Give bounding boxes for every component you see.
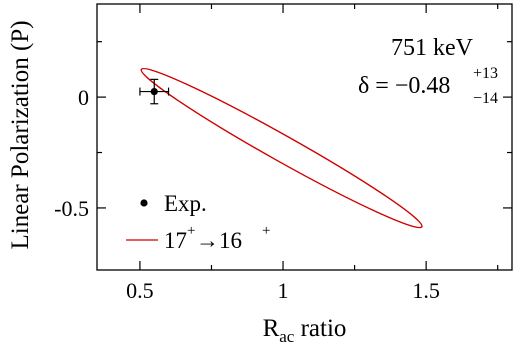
plot-frame bbox=[96, 3, 513, 271]
svg-text:→16: →16 bbox=[196, 228, 242, 253]
y-axis-label: Linear Polarization (P) bbox=[7, 20, 34, 249]
tick-labels: 0.5 1 1.5 0 -0.5 bbox=[54, 85, 440, 303]
x-axis-label: Rac ratio bbox=[263, 315, 347, 346]
svg-text:+: + bbox=[262, 223, 270, 239]
svg-text:17: 17 bbox=[164, 228, 187, 253]
delta-upper-error: +13 bbox=[473, 65, 498, 82]
delta-annotation: δ = −0.48 +13 −14 bbox=[358, 65, 498, 107]
legend-ellipse-label: 17 + →16 + bbox=[164, 223, 270, 253]
delta-value: δ = −0.48 bbox=[358, 73, 450, 99]
legend-exp-marker bbox=[140, 199, 148, 207]
svg-text:δ = −0.48: δ = −0.48 bbox=[358, 73, 450, 99]
axis-ticks bbox=[97, 4, 512, 270]
data-point bbox=[150, 87, 158, 96]
delta-lower-error: −14 bbox=[473, 90, 498, 107]
series-ellipse-curve bbox=[140, 67, 423, 229]
energy-annotation: 751 keV bbox=[391, 35, 474, 61]
x-tick-label: 1 bbox=[278, 278, 289, 303]
series-exp-point bbox=[139, 78, 170, 105]
x-tick-label: 1.5 bbox=[412, 278, 440, 303]
legend: Exp. 17 + →16 + bbox=[126, 191, 270, 253]
y-tick-label: 0 bbox=[78, 85, 89, 110]
x-tick-label: 0.5 bbox=[126, 278, 154, 303]
legend-exp-label: Exp. bbox=[164, 191, 207, 216]
svg-text:+: + bbox=[187, 223, 195, 239]
y-tick-label: -0.5 bbox=[54, 196, 89, 221]
